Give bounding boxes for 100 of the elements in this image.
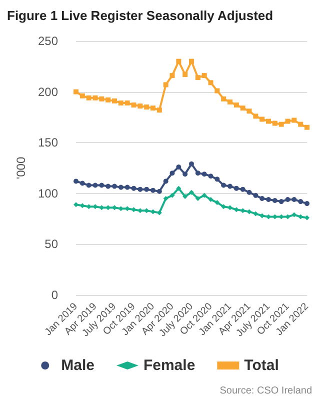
point — [234, 207, 239, 212]
point — [189, 190, 194, 195]
point — [246, 209, 252, 214]
point — [92, 95, 98, 100]
y-axis-title: '000 — [14, 156, 28, 180]
point — [86, 204, 92, 210]
point — [150, 188, 156, 193]
point — [170, 73, 175, 78]
point — [304, 201, 310, 206]
point — [112, 98, 117, 104]
point — [234, 102, 239, 108]
point — [228, 184, 232, 189]
point — [214, 200, 220, 206]
point — [189, 161, 194, 166]
point — [118, 206, 124, 212]
point — [260, 196, 265, 201]
point — [170, 170, 175, 176]
y-tick-label: 150 — [38, 136, 58, 150]
point — [86, 95, 92, 100]
point — [208, 196, 214, 202]
point — [272, 198, 278, 204]
point — [285, 118, 290, 124]
point — [131, 102, 136, 108]
point — [112, 184, 117, 189]
point — [202, 172, 207, 177]
point — [74, 202, 78, 208]
point — [92, 182, 98, 188]
point — [150, 209, 156, 214]
point — [156, 108, 162, 113]
chart-title: Figure 1 Live Register Seasonally Adjusted — [7, 8, 274, 23]
point — [144, 104, 150, 110]
point — [189, 58, 194, 64]
point — [278, 122, 284, 127]
point — [240, 208, 246, 214]
point — [292, 196, 297, 202]
point — [86, 182, 92, 188]
point — [298, 214, 304, 220]
point — [195, 196, 200, 201]
point — [163, 196, 168, 201]
point — [156, 188, 162, 194]
point — [131, 186, 136, 191]
point — [240, 106, 246, 111]
point — [253, 192, 258, 198]
point — [292, 212, 297, 218]
source-note: Source: CSO Ireland — [220, 386, 312, 396]
point — [298, 122, 304, 127]
point — [202, 192, 207, 198]
point — [292, 118, 297, 123]
point — [124, 184, 130, 190]
point — [234, 186, 239, 191]
point — [74, 89, 78, 94]
point — [278, 199, 284, 204]
y-tick-label: 250 — [38, 34, 58, 48]
y-tick-label: 0 — [51, 288, 58, 302]
point — [214, 176, 220, 182]
y-tick-label: 50 — [44, 237, 58, 252]
point — [150, 106, 156, 111]
point — [124, 100, 130, 106]
point — [272, 120, 278, 126]
point — [246, 190, 252, 195]
legend-label: Total — [244, 357, 279, 374]
point — [99, 96, 104, 102]
point — [228, 99, 232, 104]
y-tick-label: 200 — [38, 84, 58, 99]
point — [304, 124, 310, 130]
point — [195, 75, 200, 80]
point — [253, 114, 258, 119]
point — [253, 211, 258, 216]
point — [214, 88, 220, 94]
legend-label: Female — [143, 357, 196, 374]
point — [266, 196, 271, 202]
point — [246, 108, 252, 114]
legend-label: Male — [61, 357, 94, 374]
point — [170, 192, 175, 198]
point — [266, 214, 271, 220]
point — [106, 97, 111, 102]
point — [182, 194, 188, 199]
point — [176, 164, 182, 170]
point — [138, 104, 143, 109]
point — [163, 178, 168, 184]
point — [221, 182, 226, 188]
point — [176, 58, 182, 64]
point — [80, 203, 85, 208]
point — [176, 186, 182, 191]
point — [182, 72, 188, 78]
point — [99, 182, 104, 188]
point — [74, 178, 78, 184]
point — [208, 80, 214, 86]
point — [195, 170, 200, 176]
point — [106, 184, 111, 189]
point — [118, 100, 124, 106]
point — [285, 196, 290, 202]
point — [80, 180, 85, 186]
point — [144, 186, 150, 192]
point — [202, 73, 207, 78]
point — [304, 215, 310, 220]
point — [80, 93, 85, 98]
point — [138, 186, 143, 192]
point — [208, 174, 214, 179]
point — [163, 82, 168, 88]
